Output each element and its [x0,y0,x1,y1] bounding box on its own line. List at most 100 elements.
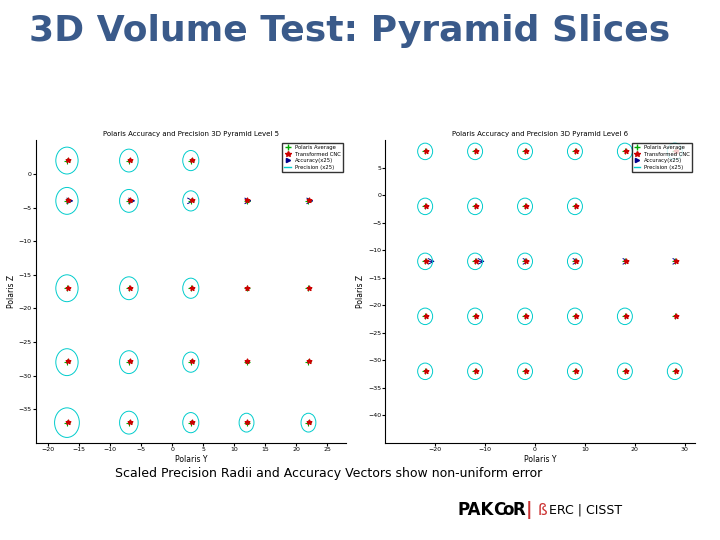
Text: C: C [493,501,505,519]
Point [62,357,73,366]
Text: ß: ß [538,503,547,518]
Point [123,284,135,293]
Title: Polaris Accuracy and Precision 3D Pyramid Level 5: Polaris Accuracy and Precision 3D Pyrami… [103,131,279,137]
Point [304,196,315,205]
Point [124,284,135,292]
Point [186,284,197,292]
Point [419,147,431,156]
Point [520,367,531,375]
Point [419,202,431,211]
Point [302,123,314,131]
Text: PAK: PAK [457,501,494,519]
Point [186,196,197,205]
Point [185,197,197,205]
Point [570,367,582,375]
X-axis label: Polaris Y: Polaris Y [174,455,207,464]
Point [670,312,681,320]
Point [302,284,314,293]
Point [470,367,482,375]
Point [124,156,135,164]
Point [420,256,432,265]
Point [669,147,680,156]
Point [620,367,631,375]
Point [124,357,135,366]
Point [420,367,432,375]
Point [185,418,197,427]
Point [61,197,73,205]
Point [240,358,252,367]
Point [419,367,431,376]
Point [242,417,253,426]
Point [519,202,531,211]
Text: Scaled Precision Radii and Accuracy Vectors show non-uniform error: Scaled Precision Radii and Accuracy Vect… [115,467,542,480]
Text: ERC | CISST: ERC | CISST [549,504,622,517]
Text: R: R [513,501,526,519]
Point [469,312,481,321]
Point [302,358,314,367]
Point [519,312,531,321]
Point [419,312,431,321]
Point [570,201,582,210]
Point [242,357,253,366]
Point [570,257,581,266]
Point [520,256,531,265]
Point [186,156,197,164]
Point [123,358,135,367]
Point [570,147,581,156]
Point [619,367,631,376]
Legend: Polaris Average, Transformed CNC, Accuracy(x25), Precision (x25): Polaris Average, Transformed CNC, Accura… [631,143,692,172]
Point [302,197,314,205]
Point [520,312,531,320]
Point [619,257,631,266]
Point [62,284,73,292]
Point [124,196,135,205]
Point [619,312,631,321]
Point [186,357,197,366]
Point [185,284,197,293]
Point [519,367,531,376]
Point [620,146,631,155]
Y-axis label: Polaris Z: Polaris Z [7,275,16,308]
Point [420,146,432,155]
Point [470,146,482,155]
Text: |: | [526,501,532,519]
Point [669,312,680,321]
Point [670,146,681,155]
Point [240,418,252,427]
Legend: Polaris Average, Transformed CNC, Accuracy(x25), Precision (x25): Polaris Average, Transformed CNC, Accura… [282,143,343,172]
Point [669,257,680,266]
Point [242,284,253,292]
Point [670,367,681,375]
Point [519,257,531,266]
Point [469,147,481,156]
Point [185,358,197,367]
Point [240,197,252,205]
Point [570,367,581,376]
Point [61,418,73,427]
Point [669,367,680,376]
Point [304,417,315,426]
Point [420,312,432,320]
Point [469,367,481,376]
Point [123,197,135,205]
Point [570,146,582,155]
Point [469,257,481,266]
Point [61,358,73,367]
Point [470,312,482,320]
Point [240,123,252,131]
Text: o: o [503,501,514,519]
Point [186,417,197,426]
Point [61,156,73,165]
Point [123,418,135,427]
Point [470,201,482,210]
Point [419,257,431,266]
Point [620,256,631,265]
Point [570,202,581,211]
Point [469,202,481,211]
Point [570,312,582,320]
Point [242,196,253,205]
Point [240,284,252,293]
Title: Polaris Accuracy and Precision 3D Pyramid Level 6: Polaris Accuracy and Precision 3D Pyrami… [452,131,628,137]
Point [62,156,73,164]
Point [420,201,432,210]
